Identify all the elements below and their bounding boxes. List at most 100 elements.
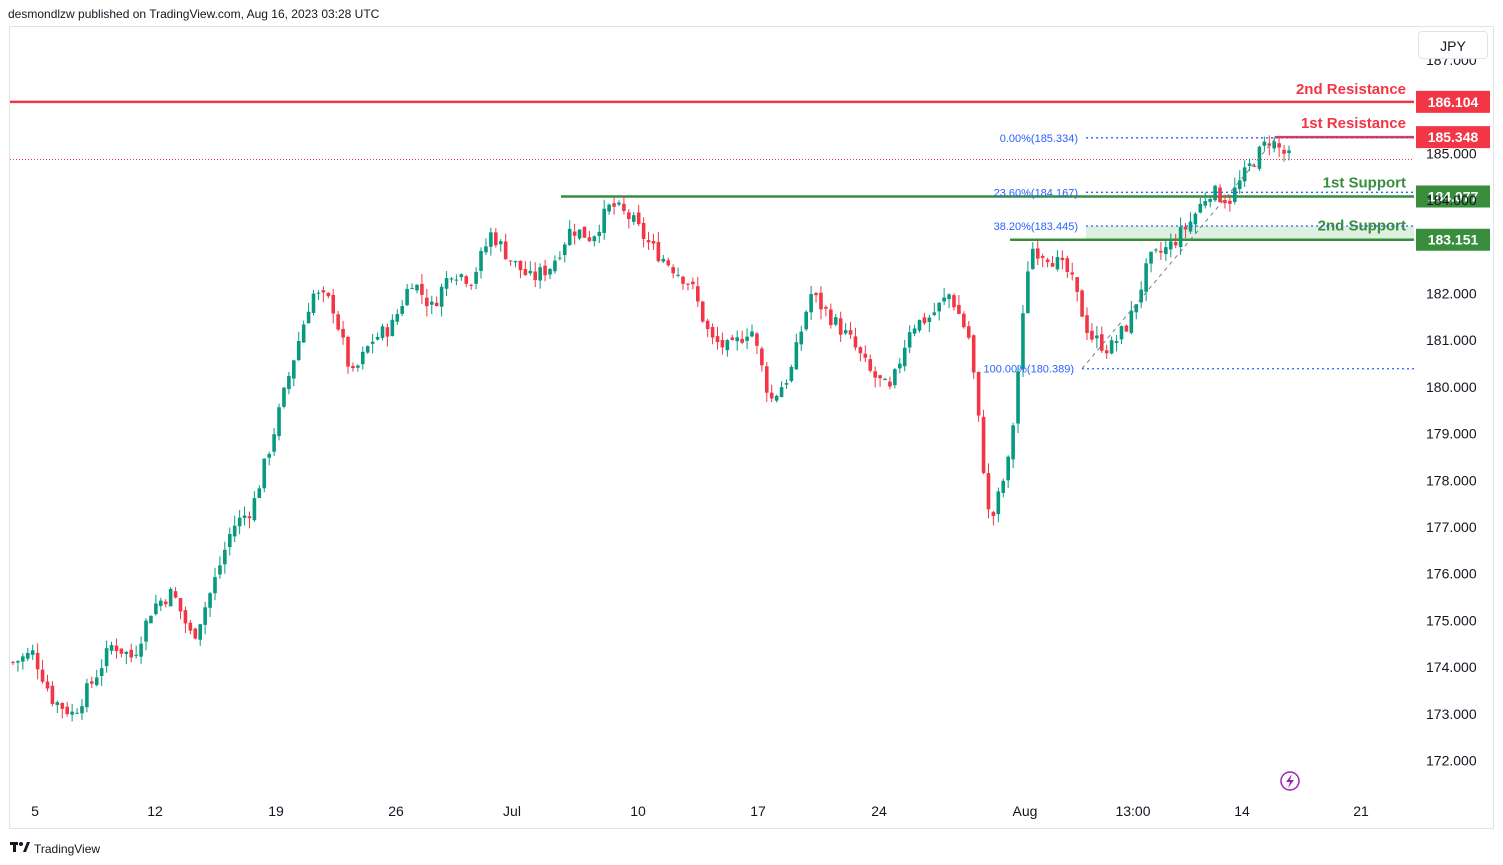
- candle-body: [1006, 456, 1010, 481]
- candle-body: [764, 366, 769, 393]
- candle-body: [513, 260, 518, 263]
- candle-body: [971, 335, 976, 373]
- price-tag: [1416, 185, 1490, 208]
- candle-body: [696, 286, 700, 302]
- candle-body: [612, 203, 616, 207]
- candle-body: [149, 615, 153, 624]
- overlay-layer: 0.00%(185.334) 23.60%(184.167) 38.20%(183.…: [983, 133, 1414, 376]
- candle-body: [760, 348, 764, 366]
- lightning-icon[interactable]: [1280, 771, 1300, 791]
- candle-body: [356, 365, 360, 368]
- candle-body: [888, 381, 892, 387]
- fib-label: 23.60%(184.167): [994, 187, 1078, 199]
- candle-body: [922, 317, 927, 324]
- candle-body: [912, 328, 917, 334]
- candle-body: [661, 258, 666, 262]
- candle-body: [104, 648, 109, 667]
- candle-body: [1070, 272, 1075, 275]
- candle-body: [1139, 289, 1144, 303]
- candle-body: [735, 337, 740, 342]
- candle-body: [1016, 371, 1020, 424]
- x-tick-label: 12: [147, 803, 163, 819]
- y-tick-label: 172.000: [1426, 753, 1477, 769]
- candle-body: [380, 326, 385, 338]
- candle-body: [321, 290, 326, 293]
- candle-body: [819, 292, 823, 310]
- candle-body: [917, 319, 922, 331]
- candle-body: [306, 311, 311, 324]
- footer-brand-label: TradingView: [34, 841, 101, 856]
- candle-body: [444, 278, 449, 289]
- candle-body: [804, 311, 808, 330]
- candle-body: [572, 231, 577, 236]
- candle-body: [267, 453, 271, 458]
- candle-body: [1228, 200, 1232, 204]
- candle-body: [405, 288, 409, 306]
- candle-body: [671, 267, 675, 274]
- candle-body: [70, 711, 74, 715]
- candle-body: [1119, 326, 1124, 340]
- candle-body: [750, 331, 754, 337]
- candle-body: [326, 292, 331, 297]
- candle-body: [1193, 213, 1198, 225]
- level-name: 1st Resistance: [1301, 115, 1406, 132]
- candle-body: [1242, 167, 1247, 182]
- currency-button[interactable]: JPY: [1418, 31, 1488, 59]
- candle-body: [1267, 143, 1272, 146]
- x-tick-label: 24: [871, 803, 887, 819]
- level-name: 2nd Resistance: [1296, 81, 1406, 98]
- candle-body: [109, 645, 114, 651]
- candle-body: [893, 369, 897, 386]
- candle-body: [858, 347, 863, 354]
- candle-body: [651, 240, 656, 244]
- candle-body: [439, 286, 444, 307]
- candle-body: [1218, 187, 1222, 203]
- candle-body: [947, 294, 951, 300]
- candle-body: [139, 643, 143, 657]
- candle-body: [287, 375, 291, 390]
- candle-body: [400, 306, 405, 314]
- candle-body: [454, 279, 459, 281]
- candle-body: [188, 622, 193, 631]
- candle-body: [11, 662, 15, 664]
- candle-body: [45, 681, 50, 689]
- candle-body: [227, 533, 232, 548]
- candle-body: [838, 318, 843, 335]
- candle-body: [1252, 165, 1257, 167]
- candle-body: [1045, 259, 1050, 263]
- candle-body: [902, 347, 907, 367]
- candle-body: [114, 645, 119, 652]
- candle-body: [562, 244, 567, 256]
- candle-body: [498, 241, 503, 245]
- candle-body: [705, 320, 710, 330]
- footer-brand[interactable]: TradingView: [10, 841, 100, 856]
- candle-body: [779, 387, 784, 398]
- candle-body: [602, 208, 606, 234]
- candle-body: [99, 668, 104, 676]
- candle-body: [40, 669, 45, 682]
- candle-body: [592, 236, 597, 242]
- candle-body: [425, 297, 429, 307]
- candle-body: [1237, 180, 1242, 190]
- publisher-caption: desmondlzw published on TradingView.com,…: [8, 7, 380, 21]
- candle-body: [829, 309, 833, 326]
- candle-body: [1090, 330, 1094, 340]
- candle-body: [360, 351, 365, 365]
- candle-body: [301, 324, 306, 343]
- candle-body: [237, 517, 242, 527]
- x-tick-label: 19: [268, 803, 284, 819]
- fib-label: 38.20%(183.445): [994, 221, 1078, 233]
- candle-body: [907, 332, 912, 348]
- candle-body: [755, 333, 759, 346]
- candle-body: [878, 375, 882, 379]
- candle-body: [641, 222, 646, 239]
- candle-body: [676, 274, 680, 276]
- candle-body: [60, 702, 65, 709]
- candle-body: [957, 304, 961, 315]
- candle-body: [548, 268, 552, 275]
- candle-body: [282, 387, 286, 407]
- candle-body: [627, 212, 631, 220]
- candle-body: [494, 232, 498, 246]
- candle-body: [1104, 350, 1109, 354]
